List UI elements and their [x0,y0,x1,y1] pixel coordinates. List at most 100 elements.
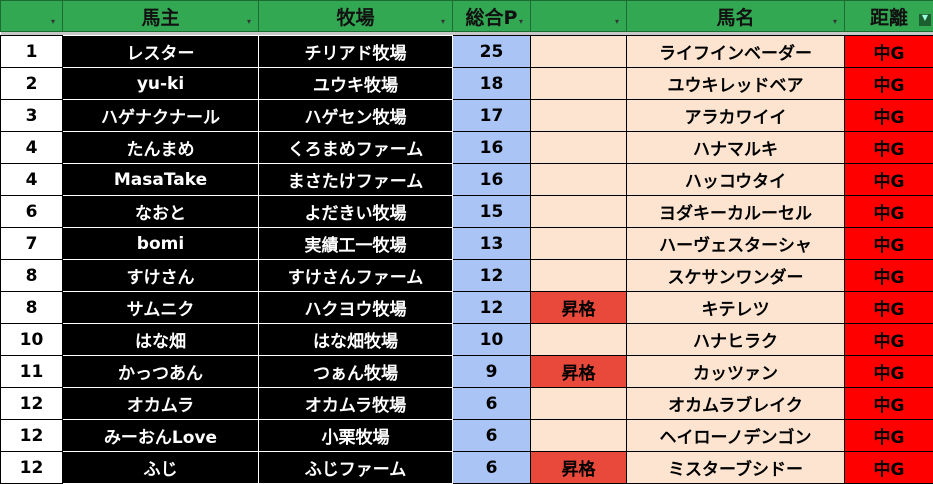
cell-farm[interactable]: すけさんファーム [259,260,453,292]
cell-promo[interactable] [531,68,627,100]
cell-farm[interactable]: ハクヨウ牧場 [259,292,453,324]
cell-horse[interactable]: ユウキレッドベア [627,68,845,100]
cell-rank[interactable]: 4 [1,164,63,196]
cell-owner[interactable]: ハゲナクナール [63,100,259,132]
cell-dist[interactable]: 中G [845,68,933,100]
cell-promo[interactable] [531,164,627,196]
cell-horse[interactable]: ハッコウタイ [627,164,845,196]
filter-active-icon[interactable]: ▼ [919,14,931,26]
cell-farm[interactable]: くろまめファーム [259,132,453,164]
cell-horse[interactable]: スケサンワンダー [627,260,845,292]
cell-rank[interactable]: 12 [1,452,63,484]
cell-horse[interactable]: ミスターブシドー [627,452,845,484]
filter-dropdown-icon[interactable]: ▾ [48,18,58,26]
cell-horse[interactable]: アラカワイイ [627,100,845,132]
cell-dist[interactable]: 中G [845,164,933,196]
filter-dropdown-icon[interactable]: ▾ [830,18,840,26]
cell-owner[interactable]: ふじ [63,452,259,484]
filter-dropdown-icon[interactable]: ▾ [612,18,622,26]
column-header-points[interactable]: 総合P▾ [453,1,531,32]
cell-rank[interactable]: 2 [1,68,63,100]
cell-horse[interactable]: カッツァン [627,356,845,388]
cell-horse[interactable]: ハナマルキ [627,132,845,164]
cell-rank[interactable]: 8 [1,260,63,292]
cell-rank[interactable]: 11 [1,356,63,388]
cell-promo[interactable] [531,324,627,356]
cell-farm[interactable]: 小栗牧場 [259,420,453,452]
cell-dist[interactable]: 中G [845,292,933,324]
cell-dist[interactable]: 中G [845,260,933,292]
cell-promo[interactable]: 昇格 [531,452,627,484]
cell-farm[interactable]: つぁん牧場 [259,356,453,388]
cell-dist[interactable]: 中G [845,132,933,164]
cell-points[interactable]: 6 [453,388,531,420]
cell-points[interactable]: 6 [453,452,531,484]
cell-owner[interactable]: MasaTake [63,164,259,196]
cell-owner[interactable]: なおと [63,196,259,228]
column-header-rank[interactable]: ▾ [1,1,63,32]
cell-dist[interactable]: 中G [845,388,933,420]
cell-farm[interactable]: 実績工一牧場 [259,228,453,260]
filter-dropdown-icon[interactable]: ▾ [438,18,448,26]
cell-promo[interactable] [531,100,627,132]
cell-promo[interactable]: 昇格 [531,292,627,324]
cell-rank[interactable]: 3 [1,100,63,132]
cell-farm[interactable]: チリアド牧場 [259,36,453,68]
cell-farm[interactable]: ふじファーム [259,452,453,484]
cell-points[interactable]: 13 [453,228,531,260]
cell-promo[interactable] [531,420,627,452]
cell-owner[interactable]: かっつあん [63,356,259,388]
column-header-distance[interactable]: 距離▼ [845,1,933,32]
cell-farm[interactable]: よだきい牧場 [259,196,453,228]
cell-farm[interactable]: ユウキ牧場 [259,68,453,100]
cell-points[interactable]: 16 [453,164,531,196]
cell-dist[interactable]: 中G [845,228,933,260]
cell-owner[interactable]: yu-ki [63,68,259,100]
cell-farm[interactable]: オカムラ牧場 [259,388,453,420]
cell-owner[interactable]: サムニク [63,292,259,324]
cell-rank[interactable]: 8 [1,292,63,324]
cell-horse[interactable]: ヘイローノデンゴン [627,420,845,452]
cell-farm[interactable]: ハゲセン牧場 [259,100,453,132]
cell-horse[interactable]: ハナヒラク [627,324,845,356]
cell-rank[interactable]: 10 [1,324,63,356]
cell-owner[interactable]: すけさん [63,260,259,292]
cell-dist[interactable]: 中G [845,420,933,452]
cell-promo[interactable] [531,196,627,228]
cell-points[interactable]: 6 [453,420,531,452]
cell-points[interactable]: 10 [453,324,531,356]
column-header-horse-name[interactable]: 馬名▾ [627,1,845,32]
cell-horse[interactable]: ハーヴェスターシャ [627,228,845,260]
cell-promo[interactable] [531,132,627,164]
cell-rank[interactable]: 7 [1,228,63,260]
cell-promo[interactable] [531,228,627,260]
cell-rank[interactable]: 4 [1,132,63,164]
cell-owner[interactable]: bomi [63,228,259,260]
cell-dist[interactable]: 中G [845,324,933,356]
cell-rank[interactable]: 6 [1,196,63,228]
cell-dist[interactable]: 中G [845,196,933,228]
cell-owner[interactable]: はな畑 [63,324,259,356]
cell-owner[interactable]: オカムラ [63,388,259,420]
cell-dist[interactable]: 中G [845,36,933,68]
cell-farm[interactable]: まさたけファーム [259,164,453,196]
filter-dropdown-icon[interactable]: ▾ [244,18,254,26]
cell-promo[interactable] [531,36,627,68]
cell-horse[interactable]: キテレツ [627,292,845,324]
cell-points[interactable]: 15 [453,196,531,228]
cell-horse[interactable]: ヨダキーカルーセル [627,196,845,228]
cell-promo[interactable] [531,260,627,292]
cell-horse[interactable]: ライフインベーダー [627,36,845,68]
cell-promo[interactable]: 昇格 [531,356,627,388]
cell-points[interactable]: 17 [453,100,531,132]
cell-rank[interactable]: 1 [1,36,63,68]
cell-farm[interactable]: はな畑牧場 [259,324,453,356]
cell-horse[interactable]: オカムラブレイク [627,388,845,420]
cell-owner[interactable]: たんまめ [63,132,259,164]
cell-points[interactable]: 18 [453,68,531,100]
cell-promo[interactable] [531,388,627,420]
cell-owner[interactable]: レスター [63,36,259,68]
cell-points[interactable]: 9 [453,356,531,388]
column-header-farm[interactable]: 牧場▾ [259,1,453,32]
cell-rank[interactable]: 12 [1,420,63,452]
